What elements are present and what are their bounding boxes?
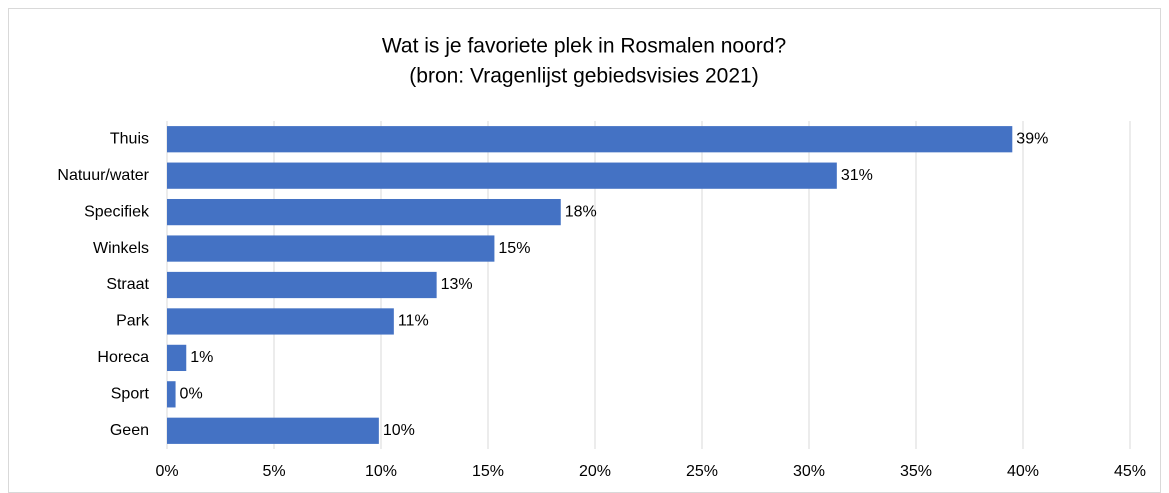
- data-label: 0%: [180, 386, 203, 403]
- y-tick-label: Specifiek: [84, 203, 150, 220]
- x-tick-label: 0%: [155, 463, 178, 480]
- chart-subtitle: (bron: Vragenlijst gebiedsvisies 2021): [409, 65, 758, 88]
- data-label: 13%: [441, 276, 473, 293]
- bar: [167, 308, 394, 335]
- y-tick-label: Sport: [111, 386, 150, 403]
- bar: [167, 417, 379, 444]
- data-label: 39%: [1016, 130, 1048, 147]
- data-label: 18%: [565, 203, 597, 220]
- y-tick-label: Straat: [106, 276, 149, 293]
- data-label: 31%: [841, 167, 873, 184]
- y-tick-label: Horeca: [97, 349, 149, 366]
- bar: [167, 198, 561, 226]
- x-tick-label: 10%: [365, 463, 397, 480]
- x-tick-label: 45%: [1114, 463, 1146, 480]
- y-tick-label: Winkels: [93, 240, 149, 257]
- data-label: 10%: [383, 422, 415, 439]
- bar: [167, 381, 176, 408]
- y-tick-label: Natuur/water: [57, 167, 149, 184]
- data-label: 11%: [398, 313, 429, 330]
- y-tick-label: Park: [116, 313, 150, 330]
- bar: [167, 126, 1013, 153]
- bar: [167, 344, 187, 372]
- bar: [167, 271, 437, 299]
- x-tick-label: 30%: [793, 463, 825, 480]
- x-tick-label: 25%: [686, 463, 718, 480]
- x-tick-label: 5%: [262, 463, 285, 480]
- y-tick-label: Thuis: [110, 130, 149, 147]
- x-tick-label: 20%: [579, 463, 611, 480]
- y-tick-label: Geen: [110, 422, 149, 439]
- x-tick-label: 35%: [900, 463, 932, 480]
- chart-title: Wat is je favoriete plek in Rosmalen noo…: [382, 35, 786, 58]
- bar: [167, 162, 837, 189]
- bar: [167, 235, 495, 262]
- x-tick-label: 40%: [1007, 463, 1039, 480]
- x-tick-label: 15%: [472, 463, 504, 480]
- data-label: 15%: [498, 240, 530, 257]
- data-label: 1%: [190, 349, 213, 366]
